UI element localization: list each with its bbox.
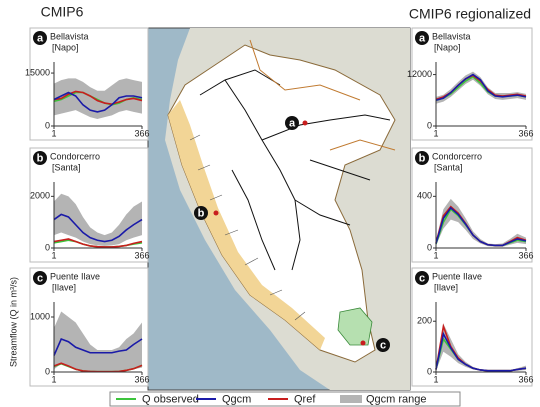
- panel-title: Condorcerro: [432, 151, 482, 161]
- y-tick-label: 1000: [30, 311, 50, 321]
- panel-letter: c: [37, 272, 43, 284]
- panel-title: Puente Ilave: [50, 271, 100, 281]
- column-title: CMIP6 regionalized: [409, 6, 531, 22]
- panel-subtitle: [Ilave]: [434, 282, 458, 292]
- panel-letter: a: [37, 32, 44, 44]
- x-tick-label: 1: [51, 128, 56, 138]
- x-tick-label: 1: [433, 374, 438, 384]
- x-tick-label: 366: [518, 128, 533, 138]
- panel-subtitle: [Napo]: [52, 42, 79, 52]
- panel-letter: a: [289, 117, 296, 129]
- y-tick-label: 200: [417, 316, 432, 326]
- y-tick-label: 15000: [25, 67, 50, 77]
- map-station: [303, 121, 308, 126]
- y-tick-label: 400: [417, 191, 432, 201]
- map-station: [214, 211, 219, 216]
- legend-label: Q observed: [142, 393, 199, 405]
- small-chart: c Puente Ilave[Ilave] 0 200 1 366: [412, 268, 534, 386]
- small-chart: c Puente Ilave[Ilave] 0 1000 1 366: [30, 268, 150, 386]
- x-tick-label: 1: [433, 128, 438, 138]
- panel-letter: b: [419, 152, 426, 164]
- small-chart: a Bellavista[Napo] 0 12000 1 366: [407, 28, 534, 140]
- panel-subtitle: [Santa]: [434, 162, 463, 172]
- panel-subtitle: [Ilave]: [52, 282, 76, 292]
- panel-subtitle: [Santa]: [52, 162, 81, 172]
- panel-title: Bellavista: [432, 31, 471, 41]
- legend-label: Qref: [294, 393, 316, 405]
- y-tick-label: 0: [45, 366, 50, 376]
- panel-title: Condorcerro: [50, 151, 100, 161]
- column-title: CMIP6: [41, 4, 84, 20]
- x-tick-label: 1: [51, 250, 56, 260]
- y-tick-label: 0: [427, 120, 432, 130]
- y-tick-label: 2000: [30, 191, 50, 201]
- x-tick-label: 366: [134, 128, 149, 138]
- y-axis-label: Streamflow (Q in m³/s): [8, 277, 18, 367]
- legend-label: Qgcm range: [366, 393, 427, 405]
- y-tick-label: 0: [427, 242, 432, 252]
- legend: Q observed Qgcm Qref Qgcm range: [110, 392, 460, 406]
- map: [148, 28, 410, 390]
- y-tick-label: 0: [45, 120, 50, 130]
- y-tick-label: 0: [427, 366, 432, 376]
- figure: CMIP6 CMIP6 regionalized Streamflow (Q i…: [0, 0, 540, 407]
- panel-letter: b: [198, 207, 205, 219]
- panel-title: Bellavista: [50, 31, 89, 41]
- x-tick-label: 366: [518, 374, 533, 384]
- x-tick-label: 366: [134, 250, 149, 260]
- x-tick-label: 1: [433, 250, 438, 260]
- legend-swatch: [340, 395, 362, 403]
- x-tick-label: 1: [51, 374, 56, 384]
- panel-subtitle: [Napo]: [434, 42, 461, 52]
- small-chart: b Condorcerro[Santa] 0 400 1 366: [412, 148, 534, 262]
- legend-label: Qgcm: [222, 393, 251, 405]
- x-tick-label: 366: [134, 374, 149, 384]
- panel-letter: a: [419, 32, 426, 44]
- small-chart: a Bellavista[Napo] 0 15000 1 366: [25, 28, 150, 140]
- small-chart: b Condorcerro[Santa] 0 2000 1 366: [30, 148, 150, 262]
- panel-letter: b: [37, 152, 44, 164]
- y-tick-label: 0: [45, 242, 50, 252]
- panel-title: Puente Ilave: [432, 271, 482, 281]
- map-station: [361, 341, 366, 346]
- panel-letter: c: [380, 339, 386, 351]
- panel-letter: c: [419, 272, 425, 284]
- y-tick-label: 12000: [407, 69, 432, 79]
- x-tick-label: 366: [518, 250, 533, 260]
